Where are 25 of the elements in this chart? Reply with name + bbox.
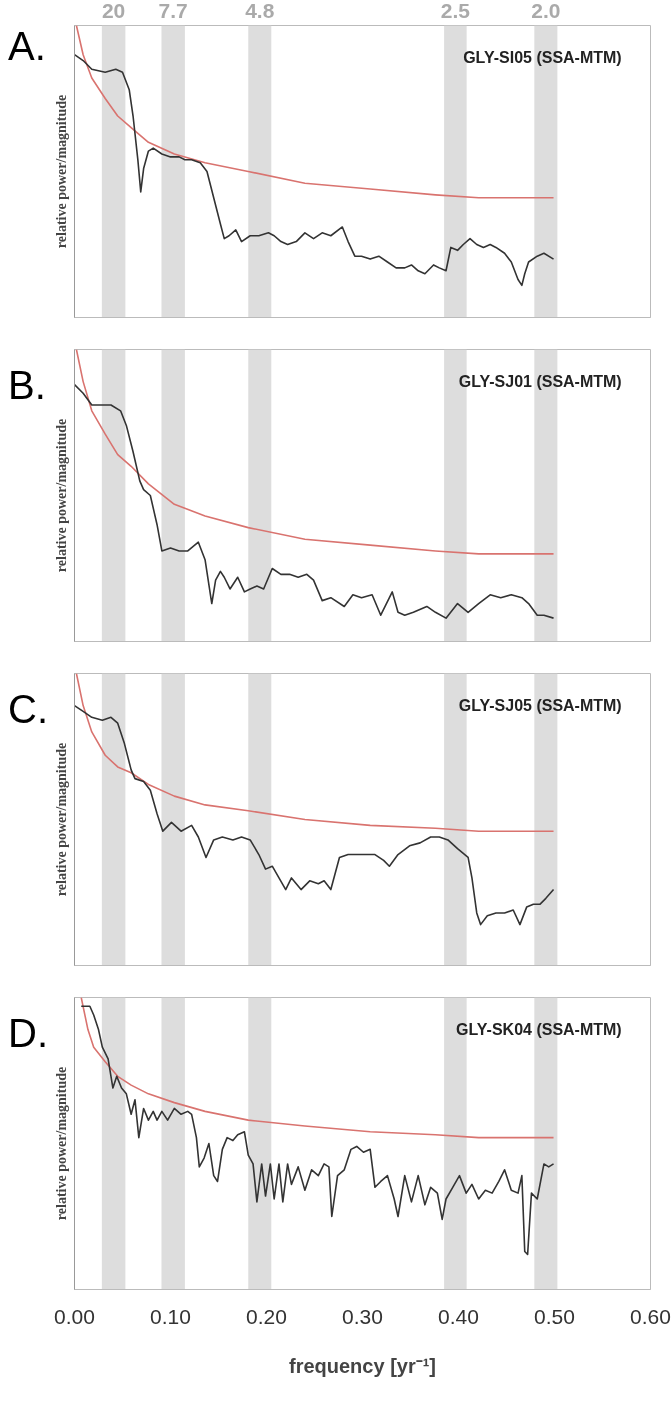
x-tick-label: 0.00 — [54, 1304, 95, 1328]
x-tick-label: 0.60 — [630, 1304, 671, 1328]
x-tick-label: 0.50 — [534, 1304, 575, 1328]
chart-title: D. — [8, 1011, 48, 1055]
chart-title: B. — [8, 363, 46, 407]
annotation: GLY-SJ01 (SSA-MTM) — [458, 372, 622, 390]
annotation: GLY-SK04 (SSA-MTM) — [456, 1020, 622, 1038]
y-axis-title: relative power/magnitude — [53, 742, 69, 897]
y-axis-title: relative power/magnitude — [53, 1066, 69, 1221]
x-tick-label: 0.20 — [246, 1304, 287, 1328]
band-label: 2.5 — [440, 0, 471, 22]
y-axis-title: relative power/magnitude — [53, 418, 69, 573]
annotation: GLY-SJ05 (SSA-MTM) — [458, 696, 622, 714]
x-tick-label: 0.30 — [342, 1304, 383, 1328]
band-label: 7.7 — [158, 0, 188, 22]
chart-title: A. — [8, 24, 46, 68]
y-axis-title: relative power/magnitude — [53, 94, 69, 249]
x-axis-title: frequency [yr⁻¹] — [288, 1354, 437, 1377]
band-label: 4.8 — [245, 0, 275, 22]
band-label: 2.0 — [531, 0, 561, 22]
chart-title: C. — [8, 687, 48, 731]
x-tick-label: 0.40 — [438, 1304, 479, 1328]
band-label: 20 — [101, 0, 126, 22]
x-tick-label: 0.10 — [150, 1304, 191, 1328]
annotation: GLY-SI05 (SSA-MTM) — [463, 48, 622, 66]
